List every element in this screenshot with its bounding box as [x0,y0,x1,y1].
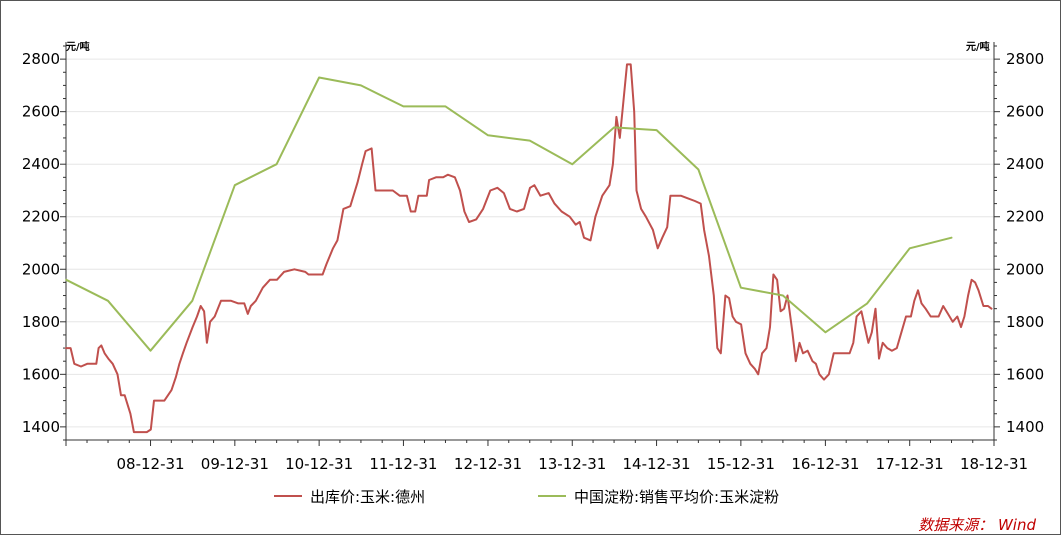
y-tick-label-right: 2600 [1006,103,1044,121]
x-tick-label: 14-12-31 [623,455,691,473]
x-tick-label: 11-12-31 [369,455,437,473]
axes [60,42,1000,446]
y-tick-label-left: 2200 [22,208,60,226]
legend: 出库价:玉米:德州 中国淀粉:销售平均价:玉米淀粉 [274,488,779,506]
x-tick-label: 17-12-31 [876,455,944,473]
y-tick-label-right: 2400 [1006,155,1044,173]
x-tick-label: 13-12-31 [538,455,606,473]
y-tick-label-left: 1400 [22,418,60,436]
y-tick-label-left: 2400 [22,155,60,173]
left-axis-unit: 元/吨 [66,40,90,53]
legend-label-series-1: 出库价:玉米:德州 [310,488,425,506]
y-tick-label-right: 2200 [1006,208,1044,226]
series-line-1 [65,63,993,434]
y-tick-label-left: 2800 [22,50,60,68]
y-tick-label-right: 1400 [1006,418,1044,436]
right-axis-unit: 元/吨 [966,40,990,53]
y-tick-label-right: 1600 [1006,365,1044,383]
right-y-axis-ticks: 1400 1600 1800 2000 2200 2400 2600 2800 [1006,50,1044,436]
y-tick-label-right: 1800 [1006,313,1044,331]
y-tick-label-right: 2000 [1006,260,1044,278]
x-tick-label: 08-12-31 [116,455,184,473]
y-tick-label-left: 1600 [22,365,60,383]
x-tick-label: 09-12-31 [201,455,269,473]
series-layer [65,63,993,434]
x-tick-label: 15-12-31 [707,455,775,473]
grid-lines [66,58,994,428]
y-tick-label-right: 2800 [1006,50,1044,68]
y-tick-label-left: 2000 [22,260,60,278]
y-tick-label-left: 2600 [22,103,60,121]
legend-item-series-1: 出库价:玉米:德州 [274,488,425,506]
left-y-axis-ticks: 1400 1600 1800 2000 2200 2400 2600 2800 [22,50,60,436]
series-line-2 [65,76,953,352]
source-note: 数据来源： Wind [918,516,1036,534]
x-tick-label: 12-12-31 [454,455,522,473]
x-axis-ticks: 08-12-31 09-12-31 10-12-31 11-12-31 12-12-31… [116,455,1028,473]
x-tick-label: 10-12-31 [285,455,353,473]
legend-item-series-2: 中国淀粉:销售平均价:玉米淀粉 [538,488,779,506]
x-tick-label: 18-12-31 [960,455,1028,473]
legend-label-series-2: 中国淀粉:销售平均价:玉米淀粉 [574,488,779,506]
x-tick-label: 16-12-31 [791,455,859,473]
y-tick-label-left: 1800 [22,313,60,331]
